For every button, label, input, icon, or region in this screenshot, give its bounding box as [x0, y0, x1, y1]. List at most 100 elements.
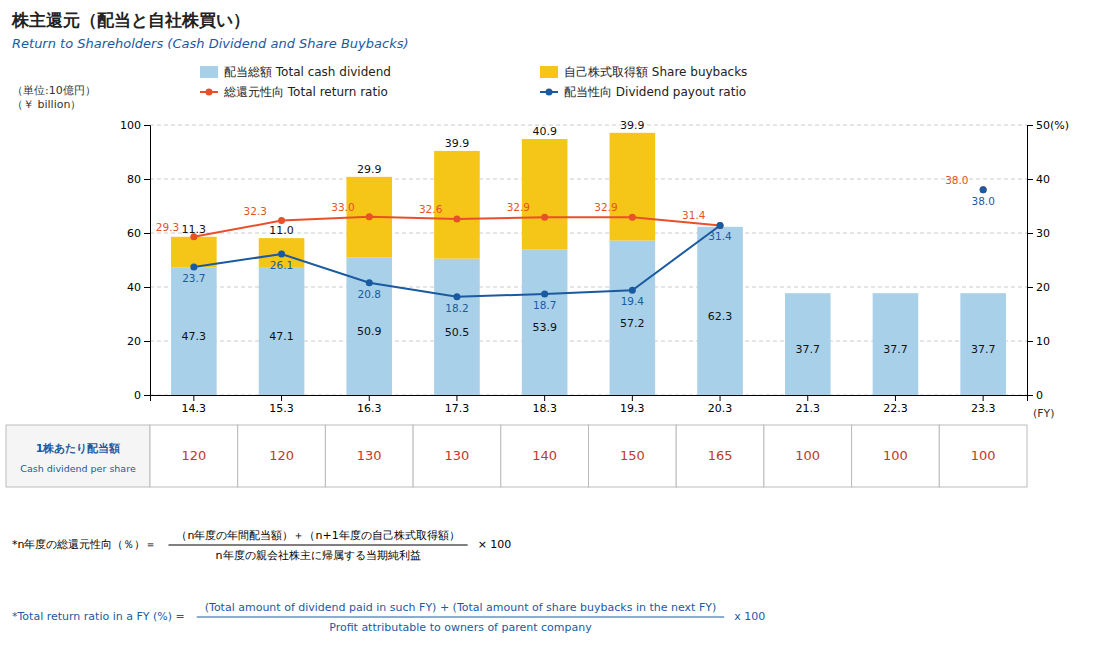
y-tick-label: 0: [134, 389, 141, 402]
x-tick: 19.3: [620, 395, 645, 415]
table-value: 130: [445, 448, 470, 463]
x-tick-mark: [720, 395, 721, 401]
table-header: Cash dividend per share: [20, 463, 136, 474]
table-value: 120: [181, 448, 206, 463]
table: 1株あたり配当額 Cash dividend per share 120 120 130…: [6, 425, 1027, 487]
bar-label: 37.7: [883, 343, 908, 356]
x-tick: 23.3: [971, 395, 996, 415]
marker: [717, 222, 724, 229]
title: 株主還元（配当と自社株買い）: [11, 10, 250, 30]
bar: [522, 249, 568, 395]
bar-label: 37.7: [796, 343, 821, 356]
y-tick-mark: [144, 233, 150, 234]
line-series: [190, 186, 986, 240]
formula-factor: x 100: [734, 610, 765, 623]
y2-tick-mark: [1027, 287, 1033, 288]
y-tick-label: 100: [120, 119, 141, 132]
marker: [366, 279, 373, 286]
bar: [960, 293, 1006, 395]
bar: [171, 267, 217, 395]
formula-denominator: Profit attributable to owners of parent …: [329, 621, 592, 634]
grid-line: [150, 179, 1027, 180]
line-label: 32.9: [507, 201, 530, 213]
legend-swatch: [540, 66, 558, 78]
y2-tick-label: 20: [1036, 281, 1050, 294]
bar-label: 11.0: [269, 224, 294, 237]
bar: [259, 268, 305, 395]
marker: [190, 264, 197, 271]
x-tick-label: 16.3: [357, 402, 382, 415]
y2-tick-mark: [1027, 179, 1033, 180]
y2-tick: 10: [1027, 335, 1050, 348]
legend-swatch: [206, 89, 213, 96]
legend-item: 配当性向 Dividend payout ratio: [540, 85, 746, 99]
table-header: 1株あたり配当額: [36, 442, 121, 455]
legend-item: 配当総額 Total cash dividend: [200, 65, 391, 79]
x-tick-mark: [281, 395, 282, 401]
table-value: 165: [708, 448, 733, 463]
line-label: 38.0: [971, 195, 994, 207]
bar-label: 37.7: [971, 343, 996, 356]
bar: [697, 227, 743, 395]
x-tick-label: 21.3: [796, 402, 821, 415]
x-tick-mark: [895, 395, 896, 401]
y-tick: 40: [127, 281, 150, 294]
x-tick: 14.3: [182, 395, 207, 415]
y-tick-mark: [144, 179, 150, 180]
line-label: 23.7: [182, 272, 205, 284]
marker: [453, 215, 460, 222]
bar: [610, 241, 656, 395]
y2-tick-label: 30: [1036, 227, 1050, 240]
subtitle: Return to Shareholders (Cash Dividend an…: [12, 36, 409, 51]
bar-series: [171, 227, 1006, 395]
grid-line: [150, 125, 1027, 126]
legend-label: 総還元性向 Total return ratio: [223, 85, 388, 99]
x-tick-mark: [193, 395, 194, 401]
bar-label: 29.9: [357, 163, 382, 176]
x-tick: 18.3: [532, 395, 557, 415]
x-tick-mark: [632, 395, 633, 401]
line: [194, 190, 983, 297]
fraction-bar: [168, 545, 467, 546]
x-tick: 22.3: [883, 395, 908, 415]
x-tick-label: 15.3: [269, 402, 294, 415]
table-value: 150: [620, 448, 645, 463]
y-tick: 60: [127, 227, 150, 240]
y-tick-mark: [144, 287, 150, 288]
table-value: 120: [269, 448, 294, 463]
legend-swatch: [546, 89, 553, 96]
bar: [434, 259, 480, 395]
bar: [873, 293, 919, 294]
line-label: 32.9: [594, 201, 617, 213]
plot-marks: [171, 133, 1006, 395]
legend-label: 配当性向 Dividend payout ratio: [564, 85, 746, 99]
y-tick-label: 20: [127, 335, 141, 348]
line-label: 38.0: [945, 174, 968, 186]
marker: [453, 293, 460, 300]
bar: [873, 293, 919, 395]
marker: [541, 214, 548, 221]
bar-label: 39.9: [445, 137, 470, 150]
x-tick-mark: [544, 395, 545, 401]
formula-lhs: *n年度の総還元性向（％）＝: [12, 538, 156, 551]
bar: [610, 133, 656, 241]
bar: [960, 293, 1006, 294]
y-axis-line: [144, 126, 151, 396]
y-tick-mark: [144, 125, 150, 126]
table-cell: [589, 425, 677, 487]
bar: [785, 293, 831, 294]
y-tick: 100: [120, 119, 150, 132]
formula-numerator: （n年度の年間配当額）＋（n+1年度の自己株式取得額）: [176, 529, 459, 542]
x-axis-title: (FY): [1033, 407, 1055, 420]
formula: *n年度の総還元性向（％）＝ （n年度の年間配当額）＋（n+1年度の自己株式取得額…: [12, 529, 511, 562]
table-cell: [413, 425, 501, 487]
bar: [785, 293, 831, 395]
line-label: 32.3: [244, 205, 267, 217]
formula-lhs: *Total return ratio in a FY (%) =: [12, 610, 185, 623]
x-tick: 21.3: [796, 395, 821, 415]
table-cell: [325, 425, 413, 487]
y-tick-label: 60: [127, 227, 141, 240]
grid: [150, 125, 1027, 395]
bar-label: 47.1: [269, 330, 294, 343]
table-value: 140: [532, 448, 557, 463]
